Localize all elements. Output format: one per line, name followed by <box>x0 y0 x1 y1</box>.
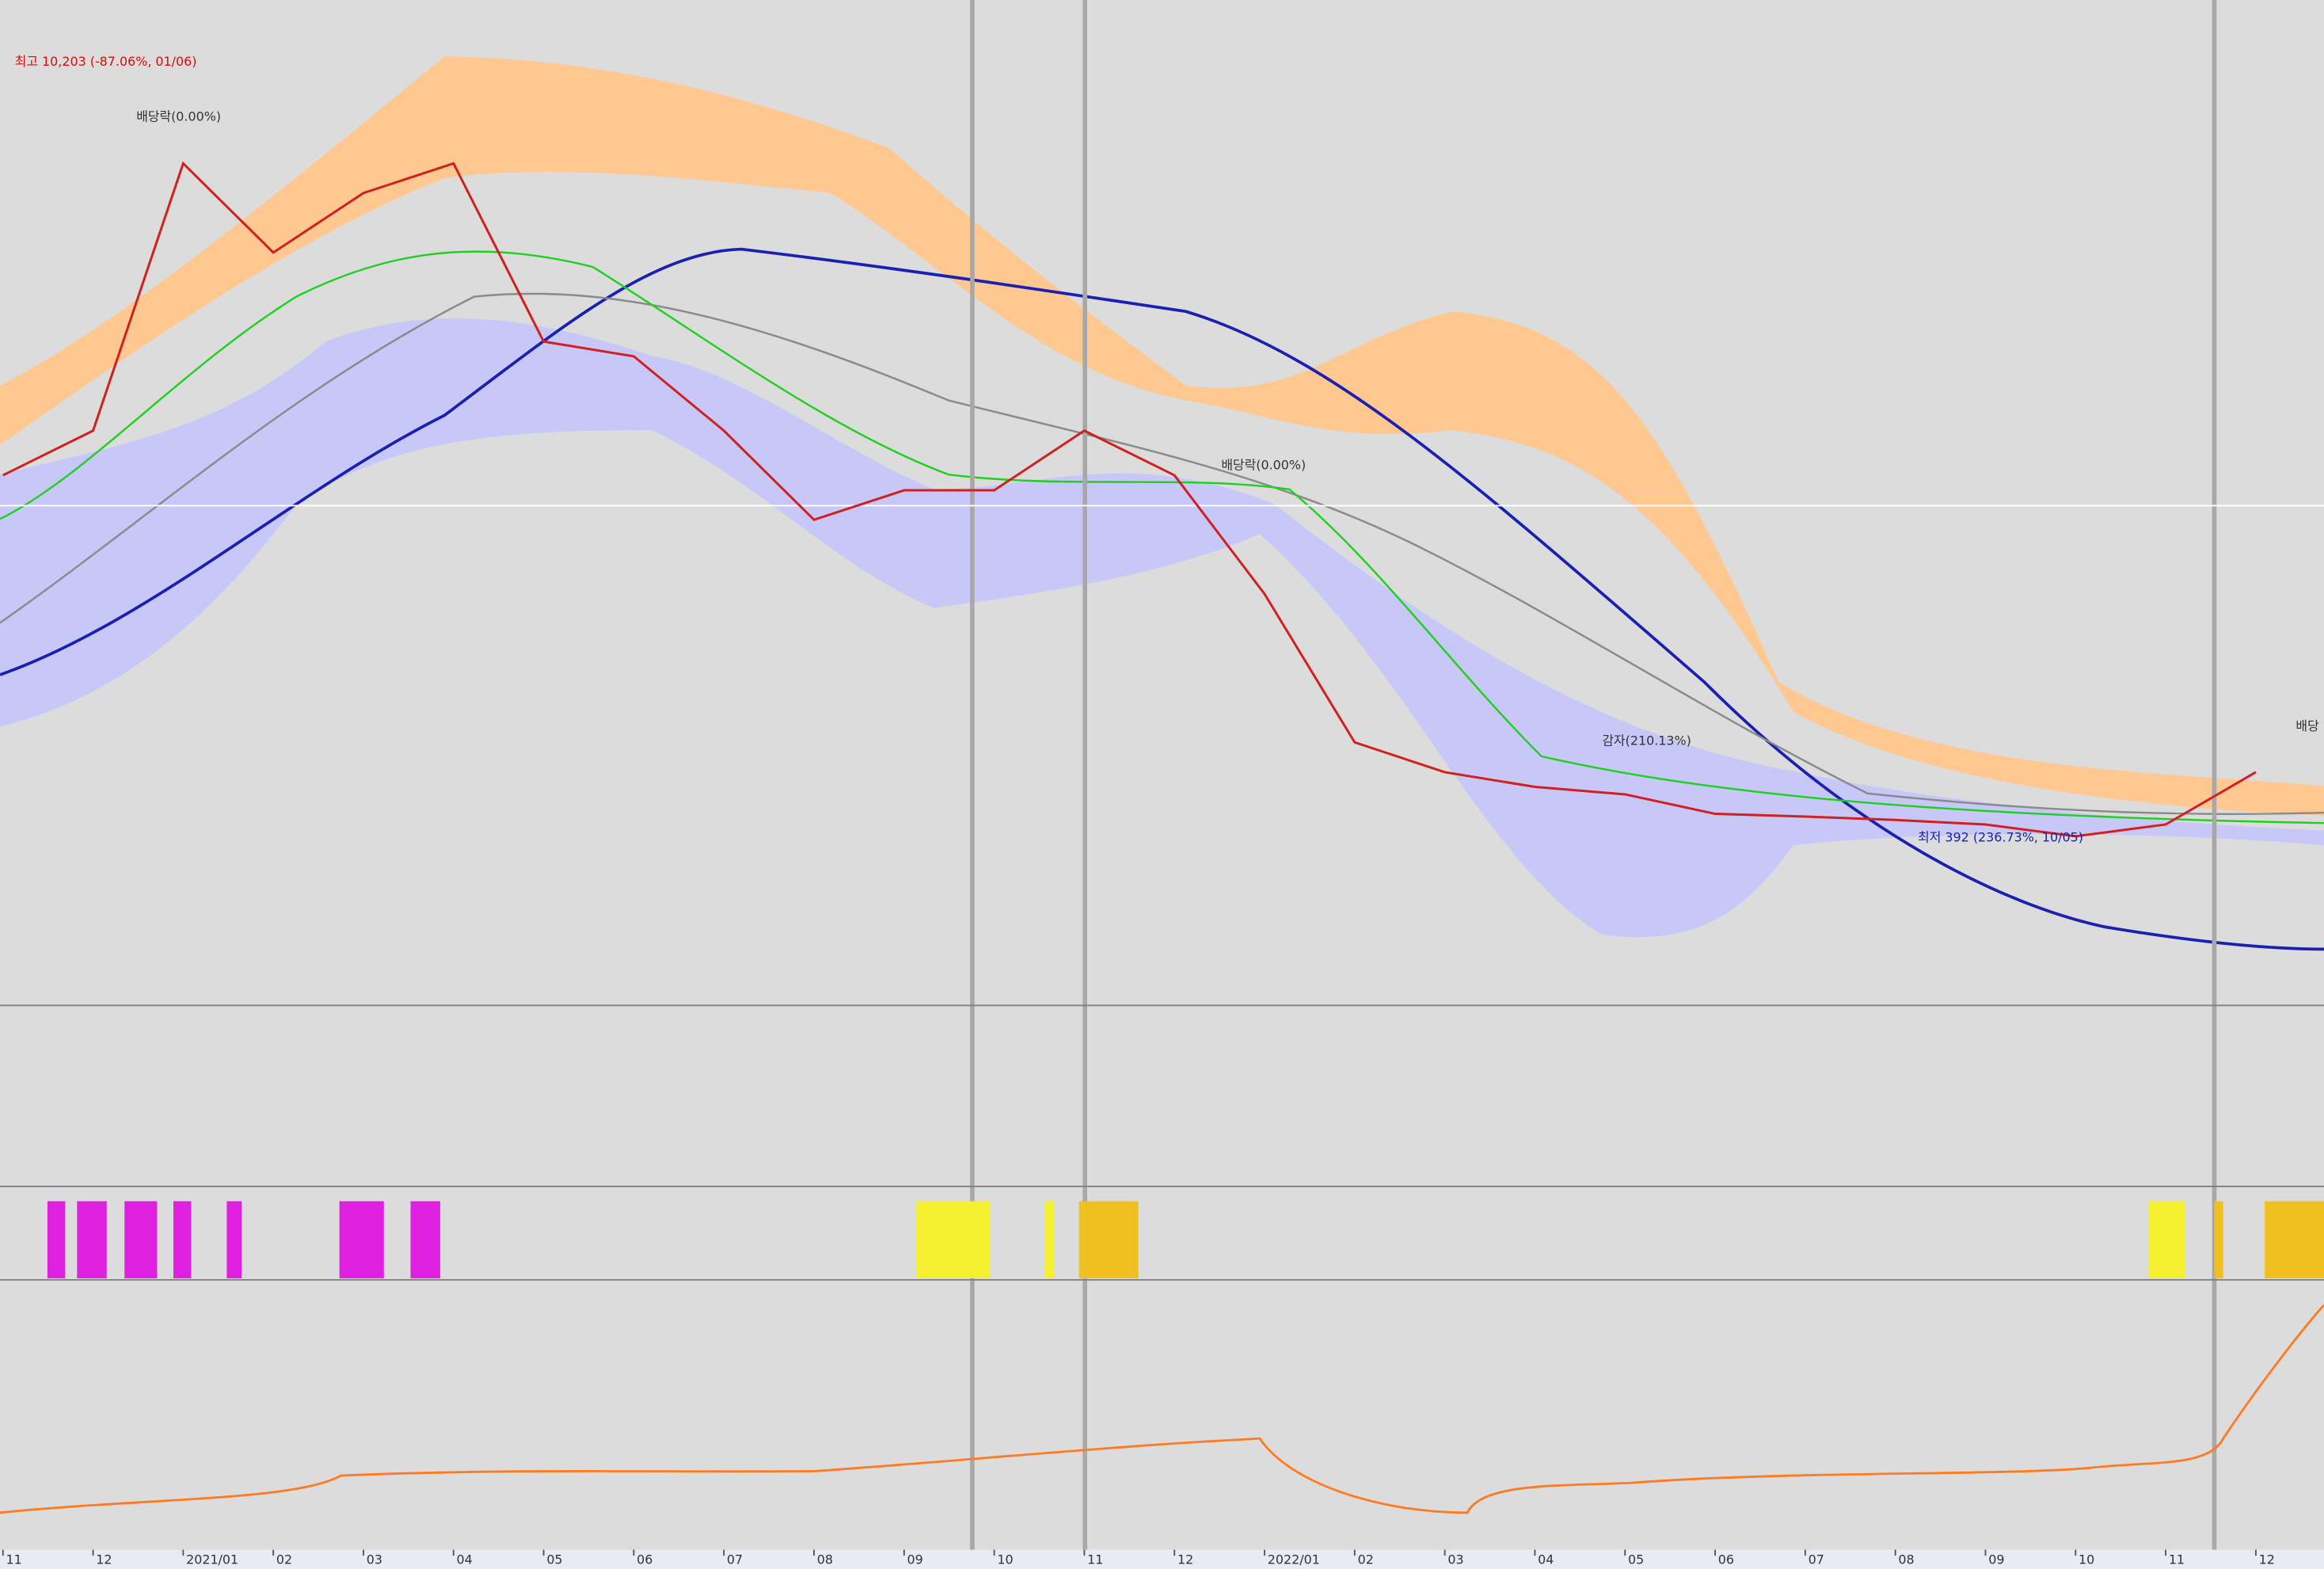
signal <box>47 1201 66 1279</box>
x-tick-label: 12 <box>2259 1552 2275 1567</box>
x-tick-label: 05 <box>546 1552 562 1567</box>
signal <box>1044 1201 1054 1279</box>
signal <box>77 1201 107 1279</box>
x-tick-label: 11 <box>6 1552 21 1567</box>
moving-average <box>0 292 2324 816</box>
x-tick-label: 2022/01 <box>1268 1552 1320 1567</box>
x-tick-label: 09 <box>1988 1552 2004 1567</box>
x-tick-label: 07 <box>727 1552 743 1567</box>
x-tick-label: 06 <box>1718 1552 1734 1567</box>
annotation: 배당락(0.00%) <box>1221 457 1306 472</box>
x-tick-label: 03 <box>367 1552 382 1567</box>
x-tick-label: 11 <box>1087 1552 1103 1567</box>
x-tick-label: 2021/01 <box>186 1552 238 1567</box>
signal <box>2214 1201 2223 1279</box>
signal <box>339 1201 384 1279</box>
price-line <box>2 161 2257 838</box>
x-tick-label: 06 <box>637 1552 652 1567</box>
x-tick-label: 03 <box>1447 1552 1463 1567</box>
annotation: 배당 <box>2295 718 2319 733</box>
signal <box>915 1201 991 1279</box>
x-tick-label: 02 <box>1358 1552 1374 1567</box>
x-tick-label: 11 <box>2169 1552 2185 1567</box>
indicator-line <box>0 1304 2324 1514</box>
x-axis-bar <box>0 1549 2324 1569</box>
annotation: 배당락(0.00%) <box>136 109 221 124</box>
signal <box>410 1201 440 1279</box>
x-tick-label: 07 <box>1809 1552 1824 1567</box>
moving-average <box>0 247 2324 951</box>
signal <box>1078 1201 1139 1279</box>
moving-average <box>0 250 2324 824</box>
x-tick-label: 08 <box>817 1552 833 1567</box>
x-tick-label: 04 <box>457 1552 473 1567</box>
signal-bars <box>47 1201 2324 1279</box>
annotation: 최저 392 (236.73%, 10/05) <box>1918 829 2083 844</box>
bollinger-band <box>0 318 2324 938</box>
x-tick-label: 02 <box>276 1552 292 1567</box>
x-tick-label: 10 <box>997 1552 1013 1567</box>
x-tick-label: 09 <box>907 1552 923 1567</box>
x-tick-label: 12 <box>1177 1552 1193 1567</box>
x-tick-label: 05 <box>1628 1552 1644 1567</box>
signal <box>173 1201 192 1279</box>
x-tick-label: 04 <box>1538 1552 1554 1567</box>
x-tick-label: 10 <box>2079 1552 2094 1567</box>
signal <box>124 1201 158 1279</box>
cloud-band <box>0 56 2324 816</box>
annotation: 최고 10,203 (-87.06%, 01/06) <box>15 54 197 69</box>
signal <box>2149 1201 2185 1279</box>
signal <box>226 1201 242 1279</box>
x-tick-label: 12 <box>96 1552 112 1567</box>
signal <box>2265 1201 2324 1279</box>
x-tick-label: 08 <box>1898 1552 1914 1567</box>
annotation: 감자(210.13%) <box>1602 733 1691 748</box>
